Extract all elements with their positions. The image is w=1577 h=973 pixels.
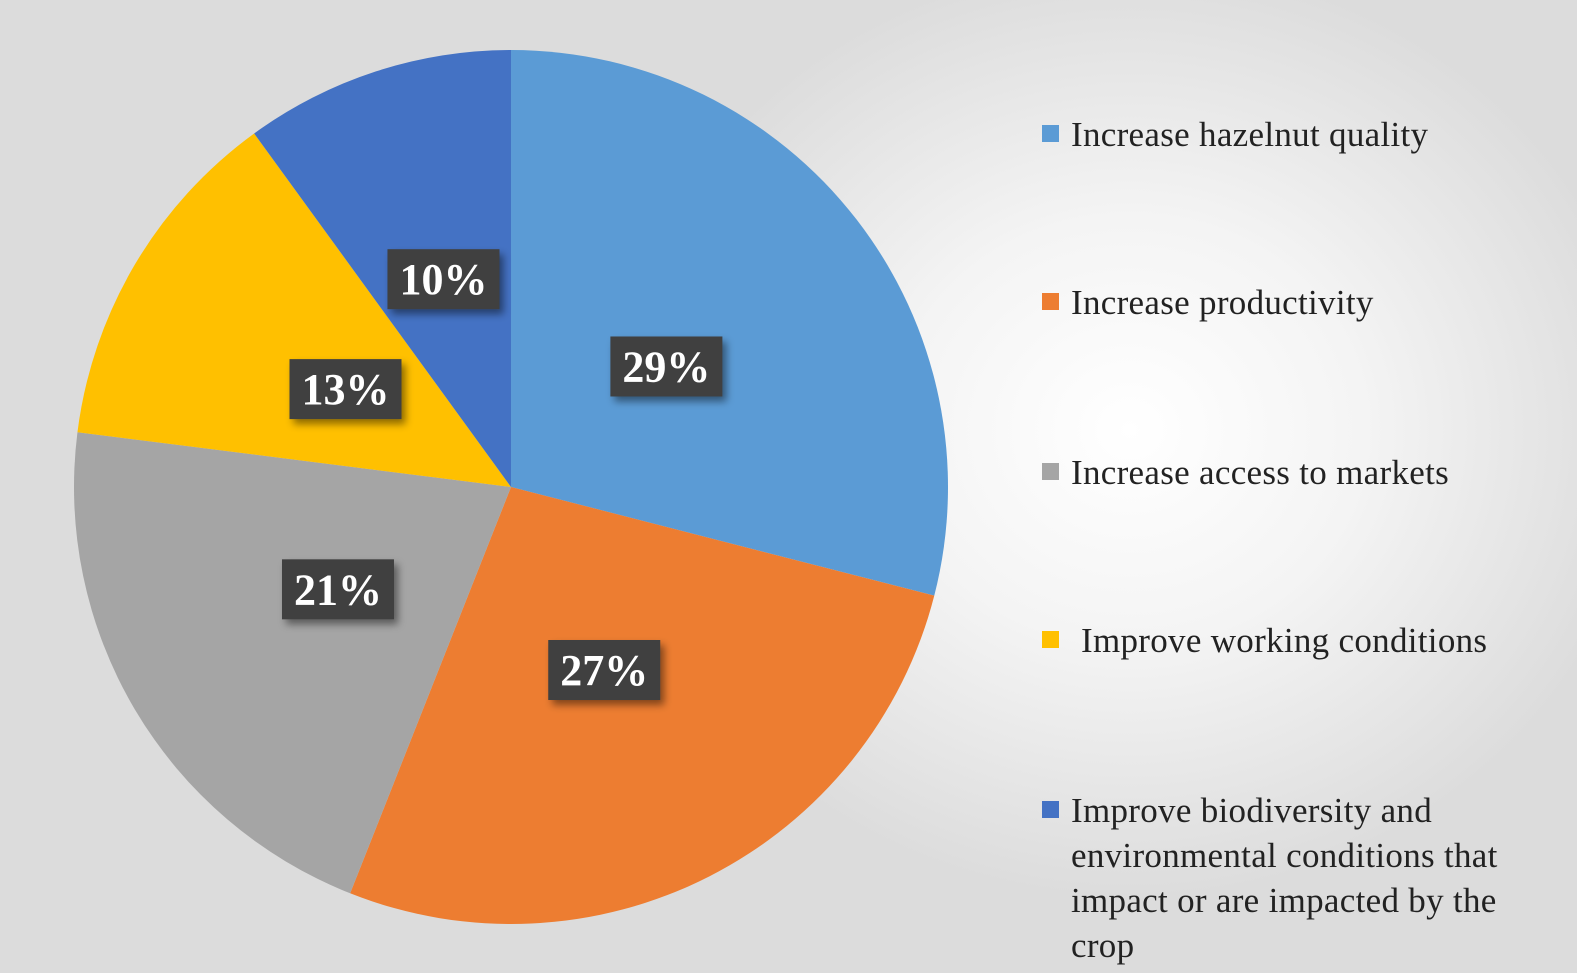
legend-item-productivity: Increase productivity — [1042, 280, 1562, 325]
legend-item-access-to-markets: Increase access to markets — [1042, 450, 1562, 495]
legend-swatch — [1042, 463, 1059, 480]
data-label-text: 27% — [560, 646, 648, 695]
data-label-box — [281, 559, 394, 620]
legend-swatch — [1042, 293, 1059, 310]
legend-label: Improve biodiversity and environmental c… — [1071, 791, 1498, 965]
data-label-box — [610, 336, 723, 397]
pie-slices — [73, 50, 948, 924]
data-label-biodiversity: 10% — [387, 249, 500, 310]
data-label-text: 29% — [622, 342, 710, 391]
data-label-box — [387, 249, 500, 310]
pie-data-labels: 29% 27% 21% 13% 10% — [281, 249, 723, 701]
slice-hazelnut-quality — [511, 50, 948, 596]
legend-swatch — [1042, 631, 1059, 648]
data-label-productivity: 27% — [548, 640, 661, 701]
legend-item-working-conditions: Improve working conditions — [1042, 618, 1562, 663]
legend-label: Increase hazelnut quality — [1071, 115, 1429, 154]
legend-item-hazelnut-quality: Increase hazelnut quality — [1042, 112, 1562, 157]
data-label-access-to-markets: 21% — [281, 559, 394, 620]
data-label-text: 13% — [301, 365, 389, 414]
legend-swatch — [1042, 801, 1059, 818]
legend-label: Improve working conditions — [1081, 621, 1488, 660]
legend-item-biodiversity: Improve biodiversity and environmental c… — [1042, 788, 1562, 968]
slice-biodiversity — [254, 50, 511, 487]
data-label-box — [548, 640, 661, 701]
legend-label: Increase productivity — [1071, 283, 1374, 322]
legend-label: Increase access to markets — [1071, 453, 1450, 492]
slice-access-to-markets — [73, 432, 511, 894]
slice-productivity — [350, 487, 935, 924]
data-label-text: 10% — [399, 255, 487, 304]
legend-swatch — [1042, 125, 1059, 142]
data-label-working-conditions: 13% — [289, 359, 402, 420]
slice-working-conditions — [77, 133, 512, 487]
data-label-text: 21% — [294, 565, 382, 614]
data-label-box — [289, 359, 402, 420]
data-label-hazelnut-quality: 29% — [610, 336, 723, 397]
